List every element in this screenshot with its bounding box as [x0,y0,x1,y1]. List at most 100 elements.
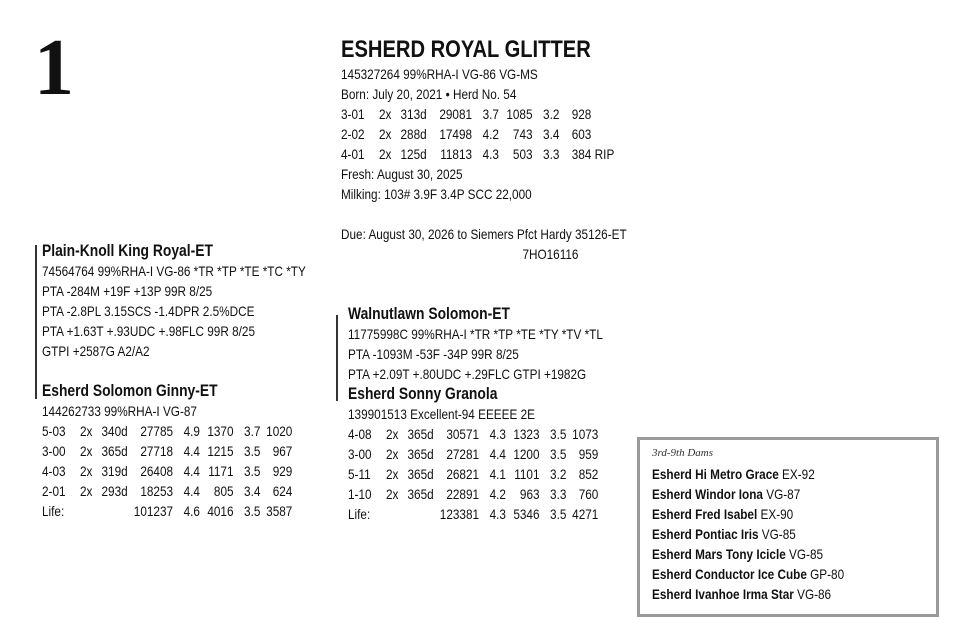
record-cell: 2x [378,146,392,162]
dam-list-score: VG-85 [789,546,824,562]
lot-number: 1 [34,24,74,112]
dam-list-item: Esherd Conductor Ice Cube GP-80 [652,564,844,584]
record-row: 3-01 2x 313d 29081 3.7 1085 3.2 928 [341,104,627,124]
record-cell: 30571 [446,426,480,442]
record-cell: 2x [79,463,93,479]
dam-list-score: VG-86 [797,586,832,602]
record-cell: 4.2 [489,486,506,502]
record-cell: 852 [578,466,599,482]
record-cell: 293d [101,483,128,499]
dam-list-name: Esherd Pontiac Iris [652,526,759,542]
record-cell: 929 [272,463,293,479]
record-cell: 967 [272,443,293,459]
record-cell: 4016 [207,503,234,519]
record-cell: 4.3 [489,506,506,522]
record-row: 2-02 2x 288d 17498 4.2 743 3.4 603 [341,124,627,144]
record-row: 5-11 2x 365d 26821 4.1 1101 3.2 852 [348,464,603,484]
info-line: PTA -2.8PL 3.15SCS -1.4DPR 2.5%DCE [42,303,255,319]
record-cell: 624 [272,483,293,499]
record-cell: 1073 [572,426,599,442]
animal-born-line: Born: July 20, 2021 • Herd No. 54 [341,86,517,102]
spacer [42,361,306,381]
record-cell: Life: [42,503,65,519]
animal-block: ESHERD ROYAL GLITTER 145327264 99%RHA-I … [341,36,627,264]
animal-due-sire-code: 7HO16116 [522,246,579,262]
record-cell: 4-01 [341,146,365,162]
dam-list-name: Esherd Mars Tony Icicle [652,546,786,562]
record-cell: 22891 [446,486,480,502]
record-row: 4-08 2x 365d 30571 4.3 1323 3.5 1073 [348,424,603,444]
record-row: 2-01 2x 293d 18253 4.4 805 3.4 624 [42,481,306,501]
record-row: 3-00 2x 365d 27281 4.4 1200 3.5 959 [348,444,603,464]
mgs-block: Walnutlawn Solomon-ET 11775998C 99%RHA-I… [348,304,603,524]
third-ninth-dams-box: 3rd-9th Dams Esherd Hi Metro Grace EX-92… [637,437,939,617]
record-row: 3-00 2x 365d 27718 4.4 1215 3.5 967 [42,441,306,461]
record-cell [71,501,93,521]
record-cell: 319d [101,463,128,479]
record-row: Life: 101237 4.6 4016 3.5 3587 [42,501,306,521]
info-line: 74564764 99%RHA-I VG-86 *TR *TP *TE *TC … [42,263,306,279]
record-cell: 963 [519,486,540,502]
dam-list-item: Esherd Fred Isabel EX-90 [652,504,844,524]
record-cell: 3.4 [543,126,560,142]
record-cell: 1215 [207,443,234,459]
record-row: Life: 123381 4.3 5346 3.5 4271 [348,504,603,524]
record-cell: 11813 [440,146,473,162]
record-cell: 4.9 [183,423,200,439]
record-cell: 3.7 [244,423,261,439]
info-line: PTA +1.63T +.93UDC +.98FLC 99R 8/25 [42,323,256,339]
record-cell: 2x [79,443,93,459]
record-cell [398,504,433,524]
pedigree-bracket [35,245,37,399]
record-cell: 1020 [266,423,293,439]
dam-list-name: Esherd Conductor Ice Cube [652,566,807,582]
dam-records: 5-03 2x 340d 27785 4.9 1370 3.7 1020 3-00 2x 365d 2… [42,421,306,521]
record-cell: Life: [348,506,371,522]
record-cell: 29081 [439,106,473,122]
dam-list-score: EX-92 [782,466,815,482]
dams-box-heading: 3rd-9th Dams [652,447,714,459]
record-cell: 4271 [572,506,599,522]
dam-list-name: Esherd Ivanhoe Irma Star [652,586,794,602]
animal-name: ESHERD ROYAL GLITTER [341,36,591,63]
record-cell: 743 [512,126,533,142]
record-cell: 27281 [446,446,480,462]
record-cell: 760 [578,486,599,502]
info-line: GTPI +2587G A2/A2 [42,343,150,359]
animal-due: Due: August 30, 2026 to Siemers Pfct Har… [341,226,627,242]
granddam-records: 4-08 2x 365d 30571 4.3 1323 3.5 1073 3-00 2x 365d 2… [348,424,603,524]
record-row: 4-01 2x 125d 11813 4.3 503 3.3 384 RIP [341,144,627,164]
record-cell: RIP [594,146,615,162]
record-cell: 3-00 [42,443,66,459]
dam-id-line: 144262733 99%RHA-I VG-87 [42,403,197,419]
record-cell: 4.1 [489,466,506,482]
record-cell: 313d [400,106,427,122]
record-cell: 101237 [133,503,174,519]
dam-list-item: Esherd Hi Metro Grace EX-92 [652,464,844,484]
record-cell: 3-01 [341,106,365,122]
record-cell: 2x [385,486,399,502]
record-cell: 4.4 [183,483,200,499]
granddam-name: Esherd Sonny Granola [348,385,498,403]
dams-list: Esherd Hi Metro Grace EX-92 Esherd Windor… [652,464,844,604]
record-cell: 928 [571,106,592,122]
record-cell [377,504,399,524]
record-cell: 123381 [439,506,480,522]
dam-list-name: Esherd Hi Metro Grace [652,466,779,482]
record-cell: 1101 [514,466,540,482]
record-cell: 4.4 [183,463,200,479]
record-cell: 3587 [266,503,293,519]
record-cell: 17498 [439,126,473,142]
record-cell: 125d [400,146,427,162]
mgs-name: Walnutlawn Solomon-ET [348,305,510,323]
record-cell: 1323 [513,426,540,442]
record-cell: 3.3 [550,486,567,502]
dam-list-name: Esherd Windor Iona [652,486,763,502]
info-line: 11775998C 99%RHA-I *TR *TP *TE *TY *TV *… [348,326,603,342]
record-cell: 365d [407,426,434,442]
dam-list-item: Esherd Ivanhoe Irma Star VG-86 [652,584,844,604]
record-cell: 3.2 [550,466,567,482]
record-row: 5-03 2x 340d 27785 4.9 1370 3.7 1020 [42,421,306,441]
dam-list-score: EX-90 [760,506,794,522]
animal-fresh: Fresh: August 30, 2025 [341,166,463,182]
